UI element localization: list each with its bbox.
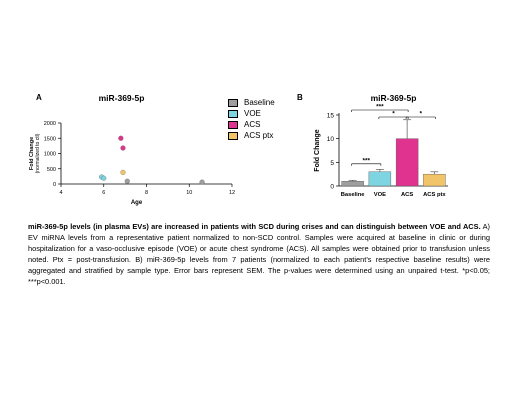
x-tick-label: Baseline bbox=[341, 192, 366, 198]
significance-label: *** bbox=[376, 104, 384, 111]
legend-swatch-baseline bbox=[228, 98, 238, 107]
y-tick-label: 500 bbox=[47, 167, 56, 173]
bar-acs-ptx bbox=[423, 173, 446, 187]
x-tick-label: 6 bbox=[102, 190, 105, 196]
legend-swatch-voe bbox=[228, 109, 238, 118]
point-acs-ptx bbox=[120, 169, 126, 175]
y-tick-label: 10 bbox=[327, 136, 335, 143]
legend: Baseline VOE ACS ACS ptx bbox=[228, 97, 275, 141]
legend-label: ACS ptx bbox=[244, 131, 274, 140]
y-tick-label: 0 bbox=[330, 184, 334, 191]
legend-item-baseline: Baseline bbox=[228, 97, 275, 108]
significance-label: * bbox=[392, 111, 395, 118]
chart-title: miR-369-5p bbox=[99, 93, 145, 103]
chart-title: miR-369-5p bbox=[371, 93, 417, 103]
legend-item-acs-ptx: ACS ptx bbox=[228, 130, 275, 141]
figure: A B miR-369-5p 0 500 1000 1500 2000 4 6 8 10 12 Age… bbox=[0, 80, 520, 210]
y-tick-label: 2000 bbox=[44, 121, 56, 127]
bar-chart: miR-369-5p 0 5 10 15 Fold Change Baseline VOE AC… bbox=[314, 93, 448, 198]
caption-body: A) EV miRNA levels from a representative… bbox=[28, 222, 490, 287]
legend-swatch-acs bbox=[228, 120, 238, 129]
x-tick-label: ACS bbox=[401, 192, 413, 198]
scatter-chart: miR-369-5p 0 500 1000 1500 2000 4 6 8 10 12 Age Fold… bbox=[29, 93, 235, 206]
legend-item-acs: ACS bbox=[228, 119, 275, 130]
y-tick-label: 5 bbox=[330, 160, 334, 167]
x-tick-label: ACS ptx bbox=[423, 192, 446, 198]
x-tick-label: 10 bbox=[186, 190, 192, 196]
legend-label: VOE bbox=[244, 109, 261, 118]
bar-baseline bbox=[341, 181, 364, 187]
panel-b-letter: B bbox=[297, 93, 303, 102]
point-acs bbox=[118, 135, 124, 141]
significance-label: *** bbox=[362, 157, 370, 164]
x-axis-label: Age bbox=[131, 200, 143, 206]
caption-title: miR-369-5p levels (in plasma EVs) are in… bbox=[28, 222, 481, 231]
significance-label: * bbox=[419, 111, 422, 118]
panel-a-letter: A bbox=[36, 93, 42, 102]
y-axis-label: Fold Change bbox=[314, 129, 321, 171]
bar-voe bbox=[368, 171, 392, 187]
figure-caption: miR-369-5p levels (in plasma EVs) are in… bbox=[28, 221, 490, 288]
legend-label: Baseline bbox=[244, 98, 275, 107]
x-tick-label: VOE bbox=[374, 192, 386, 198]
point-baseline bbox=[199, 179, 205, 185]
legend-item-voe: VOE bbox=[228, 108, 275, 119]
y-tick-label: 1000 bbox=[44, 152, 56, 158]
x-tick-label: 4 bbox=[59, 190, 62, 196]
x-tick-label: 8 bbox=[145, 190, 148, 196]
y-tick-label: 0 bbox=[53, 182, 56, 188]
x-tick-label: 12 bbox=[229, 190, 235, 196]
legend-label: ACS bbox=[244, 120, 261, 129]
legend-swatch-acs-ptx bbox=[228, 131, 238, 140]
point-voe bbox=[101, 175, 107, 181]
y-tick-label: 1500 bbox=[44, 136, 56, 142]
point-baseline bbox=[124, 178, 130, 184]
bar-acs bbox=[395, 138, 419, 187]
y-tick-label: 15 bbox=[327, 113, 335, 120]
point-acs bbox=[120, 145, 126, 151]
y-axis-label: Fold Change(normalized to ctl) bbox=[29, 133, 41, 173]
